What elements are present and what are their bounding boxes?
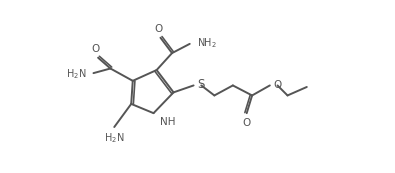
Text: O: O [91, 44, 99, 54]
Text: O: O [243, 118, 251, 128]
Text: H$_2$N: H$_2$N [104, 132, 124, 145]
Text: NH: NH [160, 117, 176, 127]
Text: NH$_2$: NH$_2$ [198, 36, 217, 50]
Text: H$_2$N: H$_2$N [66, 67, 87, 81]
Text: O: O [274, 80, 282, 90]
Text: O: O [155, 24, 163, 34]
Text: S: S [198, 78, 205, 91]
